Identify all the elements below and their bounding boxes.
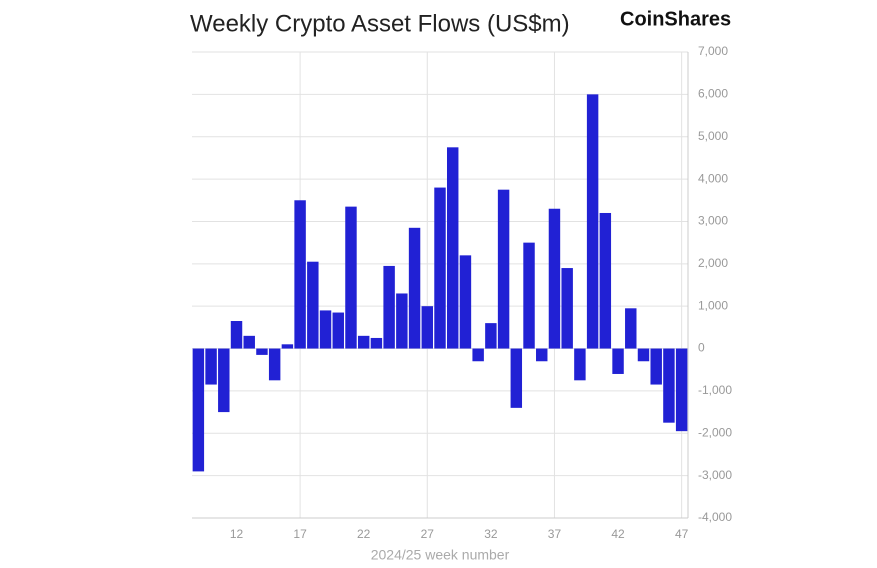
x-tick-label: 12 — [230, 527, 244, 541]
y-tick-label: 6,000 — [698, 87, 728, 101]
bar — [383, 265, 395, 349]
bar — [675, 348, 688, 432]
x-axis-label: 2024/25 week number — [371, 547, 510, 563]
bar — [357, 335, 370, 349]
chart-title: Weekly Crypto Asset Flows (US$m) — [190, 10, 570, 37]
bar — [650, 348, 662, 385]
bar — [243, 335, 255, 349]
brand-logo: CoinShares — [620, 8, 731, 30]
y-tick-label: 4,000 — [698, 171, 728, 185]
bar — [523, 242, 535, 349]
bar — [485, 323, 497, 349]
bar — [307, 261, 319, 349]
x-tick-label: 17 — [293, 527, 307, 541]
y-tick-label: 3,000 — [698, 214, 728, 228]
x-tick-label: 32 — [484, 527, 498, 541]
bar — [345, 206, 357, 349]
x-tick-label: 27 — [421, 527, 435, 541]
x-tick-label: 47 — [675, 527, 689, 541]
bar — [268, 348, 281, 381]
bar — [319, 310, 332, 349]
x-tick-label: 22 — [357, 527, 371, 541]
bar — [625, 308, 637, 349]
bar — [446, 147, 459, 349]
x-tick-label: 42 — [611, 527, 625, 541]
bar — [536, 348, 548, 362]
bar — [421, 306, 434, 349]
bar — [510, 348, 523, 408]
bar — [459, 255, 472, 349]
bar — [637, 348, 650, 362]
bar — [332, 312, 344, 349]
y-tick-label: 0 — [698, 341, 705, 355]
y-tick-label: -3,000 — [698, 468, 732, 482]
bar — [218, 348, 230, 413]
y-tick-label: 7,000 — [698, 44, 728, 58]
bar — [663, 348, 675, 423]
bar — [192, 348, 205, 472]
bar — [205, 348, 217, 385]
bar — [294, 200, 306, 349]
bar — [599, 212, 612, 349]
bar — [548, 208, 561, 349]
bar — [561, 268, 573, 349]
bar — [497, 189, 510, 349]
bar — [230, 321, 243, 349]
bar — [586, 94, 599, 349]
bar — [408, 227, 421, 349]
y-tick-label: 1,000 — [698, 298, 728, 312]
y-tick-label: -2,000 — [698, 425, 732, 439]
bar — [574, 348, 586, 381]
bar — [396, 293, 408, 349]
bar — [612, 348, 624, 374]
bar — [281, 344, 294, 349]
bar — [256, 348, 268, 355]
y-tick-label: 5,000 — [698, 129, 728, 143]
y-tick-label: -4,000 — [698, 510, 732, 524]
x-tick-label: 37 — [548, 527, 562, 541]
bar — [472, 348, 484, 362]
y-tick-label: 2,000 — [698, 256, 728, 270]
bar — [434, 187, 446, 349]
y-tick-label: -1,000 — [698, 383, 732, 397]
bar — [370, 337, 383, 349]
